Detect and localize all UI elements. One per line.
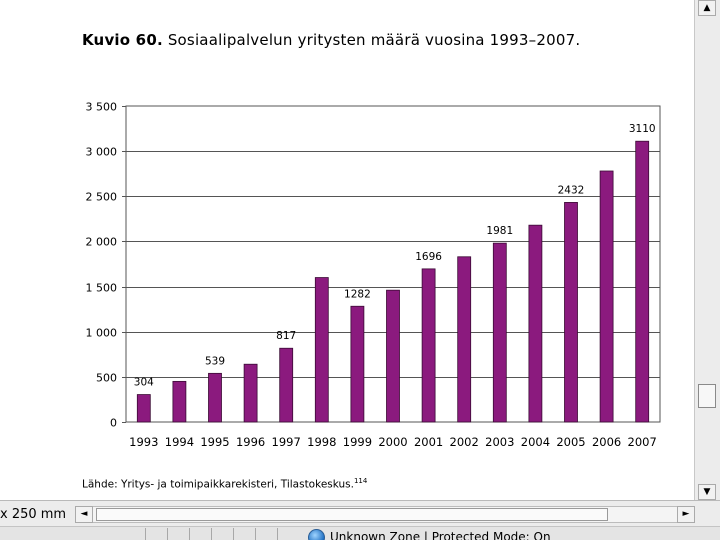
bar-1998 [314,277,329,423]
x-tick-label: 1998 [307,435,336,449]
x-tick-label: 2005 [556,435,585,449]
x-tick-label: 1997 [272,435,301,449]
data-label-2007: 3110 [629,123,656,135]
data-label-2003: 1981 [486,225,513,237]
status-segment [167,528,189,540]
vertical-scrollbar[interactable]: ▲ ▼ [694,0,720,500]
x-tick-label: 1996 [236,435,265,449]
x-tick-label: 2004 [521,435,550,449]
source-note: Lähde: Yritys- ja toimipaikkarekisteri, … [82,477,367,491]
scroll-up-button[interactable]: ▲ [698,0,716,16]
status-segment [255,528,277,540]
bar-2000 [386,289,400,423]
scroll-down-button[interactable]: ▼ [698,484,716,500]
status-bar: Unknown Zone | Protected Mode: On [0,526,720,540]
bar-1997 [279,347,294,423]
bar-2002 [457,256,472,423]
x-tick-label: 1993 [129,435,158,449]
zoom-label: x 250 mm [0,507,67,522]
bottom-bar: x 250 mm ◄ ► [0,500,720,526]
data-label-2001: 1696 [415,251,442,263]
y-tick-label: 2 000 [86,236,118,249]
bar-1996 [243,363,258,423]
status-segment [145,528,167,540]
x-tick-label: 1994 [165,435,194,449]
security-zone-status: Unknown Zone | Protected Mode: On [330,530,551,540]
status-segment [211,528,233,540]
data-label-2005: 2432 [558,184,585,196]
x-tick-label: 2000 [378,435,407,449]
bar-1995 [208,372,222,423]
bar-2003 [492,242,507,423]
bar-2007 [635,140,650,423]
y-tick-label: 3 500 [86,101,118,114]
status-segment [277,528,303,540]
y-tick-label: 3 000 [86,146,118,159]
x-tick-label: 2002 [450,435,479,449]
bar-1999 [350,305,365,423]
y-tick-label: 1 500 [86,282,118,295]
y-tick-label: 0 [110,417,117,430]
bar-2001 [421,268,436,423]
figure-title: Kuvio 60. Sosiaalipalvelun yritysten mää… [82,31,580,49]
figure-number: Kuvio 60. [82,31,163,49]
bar-2004 [528,224,543,423]
source-reference: 114 [353,477,368,485]
scroll-right-button[interactable]: ► [677,506,695,523]
bar-1993 [136,394,151,423]
x-tick-label: 2003 [485,435,514,449]
bar-1994 [172,380,187,423]
data-label-1997: 817 [276,330,296,342]
vertical-scroll-thumb[interactable] [698,384,716,408]
y-tick-label: 2 500 [86,191,118,204]
globe-icon [308,529,325,540]
x-tick-label: 2006 [592,435,621,449]
status-segment [233,528,255,540]
bar-chart: 0 500 1 000 1 500 2 000 2 500 3 000 3 500 1993 30… [86,101,661,449]
data-label-1999: 1282 [344,288,371,300]
document-page: Kuvio 60. Sosiaalipalvelun yritysten mää… [82,31,661,491]
x-tick-label: 2001 [414,435,443,449]
y-tick-label: 1 000 [86,327,118,340]
y-tick-label: 500 [96,372,117,385]
bar-2005 [564,202,578,423]
figure-title-text: Sosiaalipalvelun yritysten määrä vuosina… [167,31,581,49]
data-label-1993: 304 [134,377,154,389]
x-tick-label: 1995 [200,435,229,449]
data-label-1995: 539 [205,355,225,367]
horizontal-scroll-thumb[interactable] [96,508,608,521]
x-tick-label: 2007 [628,435,657,449]
scroll-left-button[interactable]: ◄ [75,506,93,523]
x-tick-label: 1999 [343,435,372,449]
status-segment [189,528,211,540]
bar-2006 [599,170,614,423]
source-text: Lähde: Yritys- ja toimipaikkarekisteri, … [82,478,354,491]
